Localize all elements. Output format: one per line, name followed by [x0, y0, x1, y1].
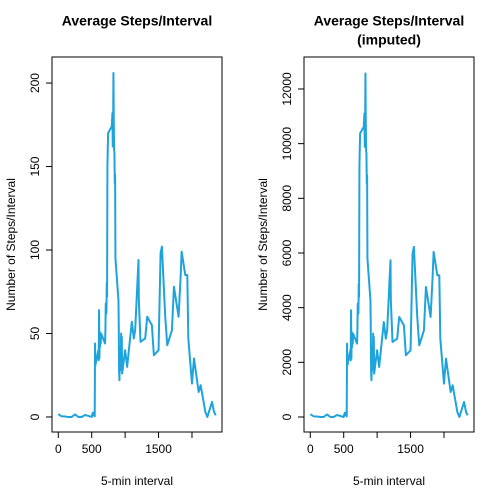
y-tick-label: 100 — [28, 240, 42, 260]
chart-title: Average Steps/Interval — [62, 13, 212, 29]
y-tick-label: 2000 — [280, 349, 294, 376]
y-tick-label: 50 — [28, 326, 42, 340]
y-tick-label: 8000 — [280, 185, 294, 212]
x-tick-label: 1500 — [145, 442, 172, 456]
y-axis-label: Number of Steps/Interval — [4, 178, 18, 311]
y-tick-label: 200 — [28, 73, 42, 93]
plot-box — [303, 56, 475, 433]
y-tick-label: 4000 — [280, 294, 294, 321]
x-tick-label: 0 — [55, 442, 62, 456]
y-tick-label: 150 — [28, 156, 42, 176]
y-tick-label: 0 — [28, 413, 42, 420]
x-tick-label: 500 — [82, 442, 102, 456]
chart-title: (imputed) — [357, 32, 421, 48]
y-tick-label: 6000 — [280, 239, 294, 266]
y-tick-label: 10000 — [280, 127, 294, 161]
data-line — [57, 72, 217, 418]
x-tick-label: 1500 — [397, 442, 424, 456]
x-tick-label: 0 — [307, 442, 314, 456]
y-tick-label: 0 — [280, 413, 294, 420]
x-tick-label: 500 — [334, 442, 354, 456]
x-axis-label: 5-min interval — [101, 474, 173, 488]
chart-title: Average Steps/Interval — [314, 13, 464, 29]
y-axis-label: Number of Steps/Interval — [256, 178, 270, 311]
x-axis-label: 5-min interval — [353, 474, 425, 488]
data-line — [309, 72, 469, 418]
plot-box — [51, 56, 223, 433]
y-tick-label: 12000 — [280, 72, 294, 106]
